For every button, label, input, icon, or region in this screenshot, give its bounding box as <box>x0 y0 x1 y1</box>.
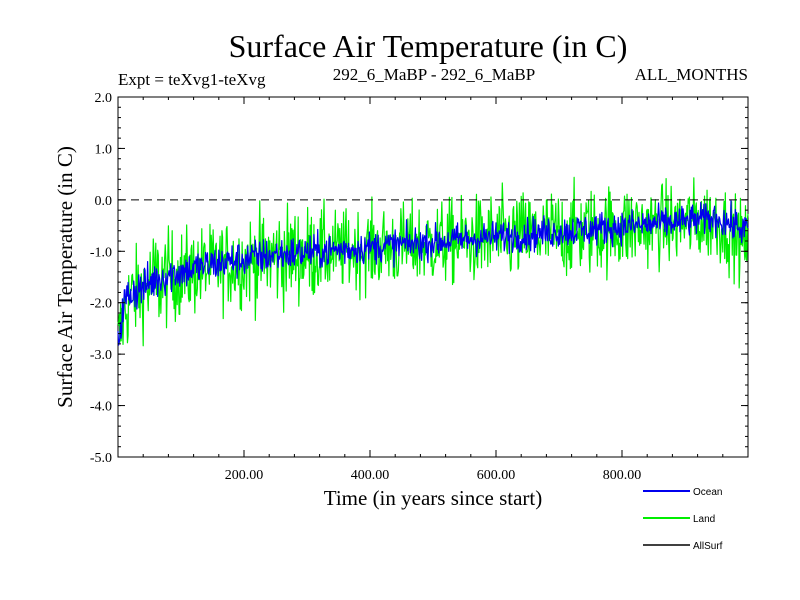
y-tick-label: -1.0 <box>90 245 112 260</box>
legend-label-land: Land <box>693 514 715 525</box>
y-tick-label: -5.0 <box>90 451 112 466</box>
legend: Ocean Land AllSurf <box>643 487 723 552</box>
x-tick-label: 200.00 <box>225 468 264 483</box>
y-tick-label: -2.0 <box>90 297 112 312</box>
legend-label-allsurf: AllSurf <box>693 541 723 552</box>
y-tick-label: 1.0 <box>95 142 113 157</box>
chart-subtitle-center: 292_6_MaBP - 292_6_MaBP <box>333 65 535 84</box>
x-tick-label: 800.00 <box>603 468 642 483</box>
y-tick-label: 0.0 <box>95 194 113 209</box>
chart-subtitle-right: ALL_MONTHS <box>635 65 748 84</box>
chart-title: Surface Air Temperature (in C) <box>229 28 628 64</box>
x-axis-label: Time (in years since start) <box>324 486 543 510</box>
y-tick-label: 2.0 <box>95 91 113 106</box>
y-axis-label: Surface Air Temperature (in C) <box>53 146 77 408</box>
series-layer <box>117 176 749 347</box>
y-tick-label: -3.0 <box>90 348 112 363</box>
x-tick-label: 400.00 <box>351 468 390 483</box>
series-line-ocean <box>117 199 749 346</box>
plot-area-frame <box>117 96 749 458</box>
axis-ticks: -5.0 -4.0 -3.0 -2.0 -1.0 0.0 1.0 2.0 200.00 400.0… <box>90 91 749 483</box>
chart-subtitle-left: Expt = teXvg1-teXvg <box>118 70 266 89</box>
y-tick-label: -4.0 <box>90 400 112 415</box>
x-tick-label: 600.00 <box>477 468 516 483</box>
legend-label-ocean: Ocean <box>693 487 722 498</box>
